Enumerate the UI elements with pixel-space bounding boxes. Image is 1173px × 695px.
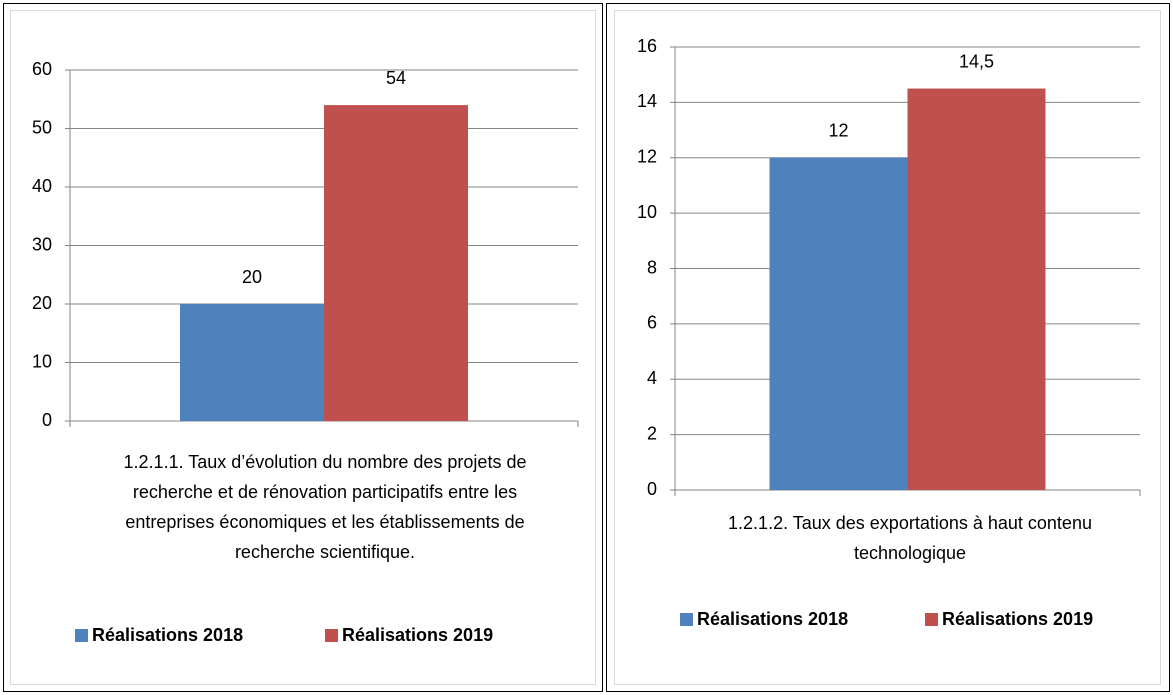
y-tick-label: 12 (637, 147, 657, 167)
legend-swatch (325, 629, 338, 642)
y-tick-label: 0 (42, 410, 52, 430)
y-tick-label: 14 (637, 91, 657, 111)
legend-label: Réalisations 2018 (92, 625, 243, 645)
table-cell (3, 3, 603, 692)
bar (769, 157, 908, 490)
category-label: 1.2.1.2. Taux des exportations à haut co… (728, 513, 1092, 563)
bar (180, 304, 324, 421)
legend-swatch (925, 613, 938, 626)
data-label: 20 (242, 267, 262, 287)
y-tick-label: 0 (647, 479, 657, 499)
legend-swatch (75, 629, 88, 642)
legend-label: Réalisations 2019 (342, 625, 493, 645)
legend-label: Réalisations 2019 (942, 609, 1093, 629)
legend-label: Réalisations 2018 (697, 609, 848, 629)
y-tick-label: 8 (647, 257, 657, 277)
y-tick-label: 2 (647, 423, 657, 443)
legend-swatch (680, 613, 693, 626)
data-label: 14,5 (959, 51, 994, 71)
y-tick-label: 50 (32, 117, 52, 137)
category-label: 1.2.1.1. Taux d’évolution du nombre des … (123, 452, 527, 562)
data-label: 54 (386, 68, 406, 88)
table-cell (606, 3, 1170, 692)
data-label: 12 (828, 121, 848, 141)
chart-frame (10, 10, 596, 685)
y-tick-label: 4 (647, 368, 657, 388)
y-tick-label: 40 (32, 176, 52, 196)
y-tick-label: 60 (32, 59, 52, 79)
y-tick-label: 10 (637, 202, 657, 222)
bar (324, 105, 468, 421)
y-tick-label: 10 (32, 351, 52, 371)
y-tick-label: 20 (32, 293, 52, 313)
chart-frame (614, 10, 1161, 685)
y-tick-label: 6 (647, 313, 657, 333)
y-tick-label: 16 (637, 36, 657, 56)
bar (907, 88, 1046, 490)
y-tick-label: 30 (32, 234, 52, 254)
